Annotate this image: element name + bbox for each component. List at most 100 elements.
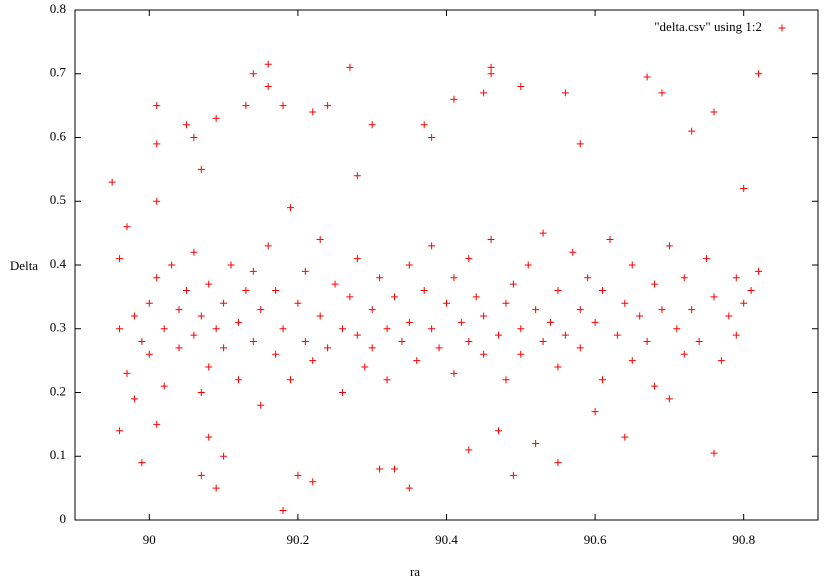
point bbox=[249, 267, 257, 275]
point bbox=[376, 465, 384, 473]
point bbox=[220, 299, 228, 307]
point bbox=[599, 376, 607, 384]
point bbox=[554, 459, 562, 467]
point bbox=[658, 89, 666, 97]
point bbox=[116, 427, 124, 435]
y-tick-label: 0.1 bbox=[50, 447, 66, 462]
point bbox=[532, 440, 540, 447]
point bbox=[665, 395, 673, 403]
point bbox=[390, 293, 398, 301]
point bbox=[495, 331, 503, 339]
point bbox=[279, 506, 287, 514]
point bbox=[621, 433, 629, 441]
point bbox=[524, 261, 532, 269]
point bbox=[175, 344, 183, 352]
point bbox=[130, 395, 138, 403]
point bbox=[569, 248, 577, 256]
point bbox=[487, 63, 495, 71]
point bbox=[108, 178, 116, 186]
point bbox=[480, 89, 488, 97]
point bbox=[145, 299, 153, 307]
point bbox=[257, 401, 265, 409]
point bbox=[190, 248, 198, 256]
point bbox=[621, 299, 629, 307]
point bbox=[584, 274, 592, 282]
point bbox=[517, 350, 525, 358]
point bbox=[450, 369, 458, 377]
point bbox=[547, 318, 555, 326]
point bbox=[116, 325, 124, 333]
point bbox=[740, 299, 748, 307]
point bbox=[710, 108, 718, 116]
point bbox=[428, 325, 436, 333]
x-tick-label: 90.8 bbox=[732, 532, 755, 547]
point bbox=[175, 306, 183, 314]
point bbox=[755, 267, 763, 275]
point bbox=[435, 344, 443, 352]
point bbox=[116, 255, 124, 263]
point bbox=[153, 102, 161, 110]
point bbox=[123, 223, 131, 231]
point bbox=[695, 338, 703, 345]
point bbox=[717, 357, 725, 365]
point bbox=[309, 108, 317, 116]
point bbox=[197, 389, 205, 396]
point bbox=[153, 274, 161, 282]
point bbox=[272, 287, 280, 294]
point bbox=[509, 471, 517, 479]
point bbox=[428, 134, 436, 141]
point bbox=[561, 331, 569, 339]
point bbox=[383, 325, 391, 333]
point bbox=[368, 306, 376, 314]
y-tick-label: 0.2 bbox=[50, 383, 66, 398]
point bbox=[227, 261, 235, 269]
point bbox=[732, 274, 740, 282]
point bbox=[480, 350, 488, 358]
point bbox=[205, 433, 213, 441]
point bbox=[376, 274, 384, 282]
point bbox=[495, 427, 503, 435]
point bbox=[138, 338, 146, 345]
point bbox=[703, 255, 711, 263]
point bbox=[658, 306, 666, 314]
point bbox=[413, 357, 421, 365]
point bbox=[450, 274, 458, 282]
legend-marker bbox=[778, 24, 786, 32]
point bbox=[673, 325, 681, 333]
point bbox=[197, 165, 205, 173]
point bbox=[457, 318, 465, 326]
point bbox=[368, 121, 376, 129]
point bbox=[450, 95, 458, 103]
point bbox=[249, 338, 257, 345]
y-tick-label: 0 bbox=[60, 511, 67, 526]
point bbox=[576, 306, 584, 314]
point bbox=[472, 293, 480, 301]
y-tick-label: 0.8 bbox=[50, 1, 66, 16]
point bbox=[301, 267, 309, 275]
point bbox=[153, 420, 161, 428]
point bbox=[554, 287, 562, 294]
point bbox=[755, 70, 763, 78]
point bbox=[338, 325, 346, 333]
point bbox=[651, 280, 659, 288]
point bbox=[257, 306, 265, 314]
point bbox=[197, 312, 205, 320]
x-axis-label: ra bbox=[410, 564, 420, 579]
point bbox=[212, 325, 220, 333]
point bbox=[732, 331, 740, 339]
point bbox=[234, 376, 242, 384]
x-tick-label: 90.6 bbox=[584, 532, 607, 547]
point bbox=[487, 70, 495, 78]
point bbox=[390, 465, 398, 473]
point bbox=[309, 478, 317, 486]
point bbox=[346, 63, 354, 71]
point bbox=[212, 114, 220, 122]
plot-frame bbox=[74, 9, 819, 521]
point bbox=[309, 357, 317, 365]
point bbox=[249, 70, 257, 78]
point bbox=[324, 102, 332, 110]
point bbox=[539, 229, 547, 237]
point bbox=[346, 293, 354, 301]
point bbox=[286, 376, 294, 384]
point bbox=[643, 338, 651, 345]
